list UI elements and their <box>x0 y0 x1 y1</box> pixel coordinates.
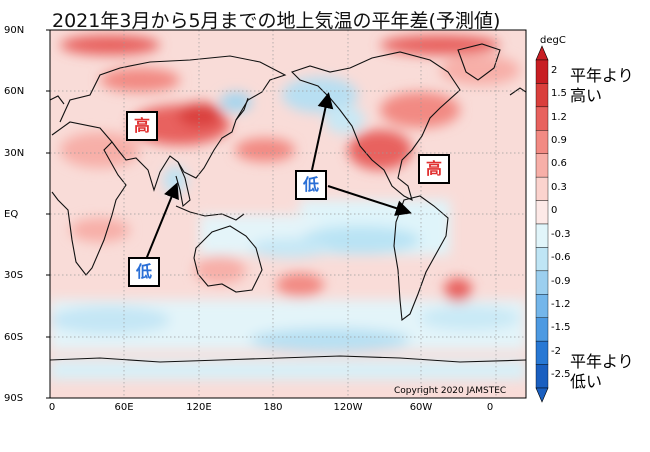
colorbar-tick-label: 0.6 <box>551 158 567 170</box>
upper-note: 平年より 高い <box>570 66 634 106</box>
colorbar-tick-label: -2.5 <box>551 369 571 381</box>
colorbar-segment <box>535 294 549 318</box>
axis-ticks <box>46 29 50 399</box>
low-label-indian: 低 <box>128 257 160 287</box>
high-label-americas: 高 <box>418 154 450 184</box>
lon-label-60e: 60E <box>114 402 134 413</box>
lon-label-0-end: 0 <box>486 402 494 413</box>
upper-note-line2: 高い <box>570 86 603 105</box>
colorbar-tick-label: 1.5 <box>551 88 567 100</box>
high-label-asia: 高 <box>126 111 158 141</box>
colorbar-segment <box>535 153 549 178</box>
colorbar <box>535 45 549 403</box>
upper-note-line1: 平年より <box>570 66 634 85</box>
lat-label-60n: 60N <box>4 86 25 97</box>
anomaly-field <box>50 30 526 398</box>
lat-label-30s: 30S <box>4 270 24 281</box>
map-title: 2021年3月から5月までの地上気温の平年差(予測値) <box>52 10 501 32</box>
colorbar-segment <box>535 317 549 342</box>
colorbar-segment <box>535 270 549 295</box>
lon-label-60w: 60W <box>409 402 433 413</box>
colorbar-segment <box>535 176 549 201</box>
lon-label-0: 0 <box>48 402 56 413</box>
colorbar-segment <box>535 200 549 225</box>
colorbar-segment <box>535 106 549 131</box>
lon-label-180: 180 <box>263 402 283 413</box>
lat-label-30n: 30N <box>4 148 25 159</box>
colorbar-tick-label: 2 <box>551 64 558 76</box>
annotation-arrows <box>144 92 412 263</box>
gridlines <box>50 30 526 398</box>
colorbar-tick-label: -0.9 <box>551 275 571 287</box>
copyright-text: Copyright 2020 JAMSTEC <box>394 386 507 396</box>
lat-label-90n: 90N <box>4 25 25 36</box>
colorbar-segment <box>535 83 549 108</box>
lower-note: 平年より 低い <box>570 352 634 392</box>
colorbar-top-arrow <box>535 45 549 61</box>
colorbar-tick-label: -1.2 <box>551 299 571 310</box>
colorbar-segment <box>535 247 549 272</box>
colorbar-unit: degC <box>540 35 566 46</box>
colorbar-tick-label: -1.5 <box>551 322 571 334</box>
colorbar-segment <box>535 130 549 154</box>
lon-label-120w: 120W <box>333 402 363 413</box>
lat-label-90s: 90S <box>4 393 24 404</box>
colorbar-tick-label: -0.3 <box>551 228 571 240</box>
colorbar-segment <box>535 223 549 248</box>
colorbar-bottom-arrow <box>535 387 549 403</box>
colorbar-tick-label: -2 <box>551 345 561 357</box>
colorbar-tick-label: 0.3 <box>551 181 567 193</box>
lat-label-eq: EQ <box>4 209 19 220</box>
colorbar-tick-label: 0.9 <box>551 135 567 146</box>
colorbar-segment <box>535 364 549 389</box>
colorbar-tick-label: 1.2 <box>551 111 567 123</box>
colorbar-tick-label: -0.6 <box>551 252 571 264</box>
colorbar-segment <box>535 340 549 365</box>
lower-note-line2: 低い <box>570 372 603 391</box>
low-label-pacific: 低 <box>295 170 327 200</box>
colorbar-segment <box>535 59 549 84</box>
colorbar-tick-label: 0 <box>551 205 558 217</box>
lon-label-120e: 120E <box>186 402 212 413</box>
coastlines <box>50 43 526 363</box>
lower-note-line1: 平年より <box>570 352 634 371</box>
lat-label-60s: 60S <box>4 332 24 343</box>
